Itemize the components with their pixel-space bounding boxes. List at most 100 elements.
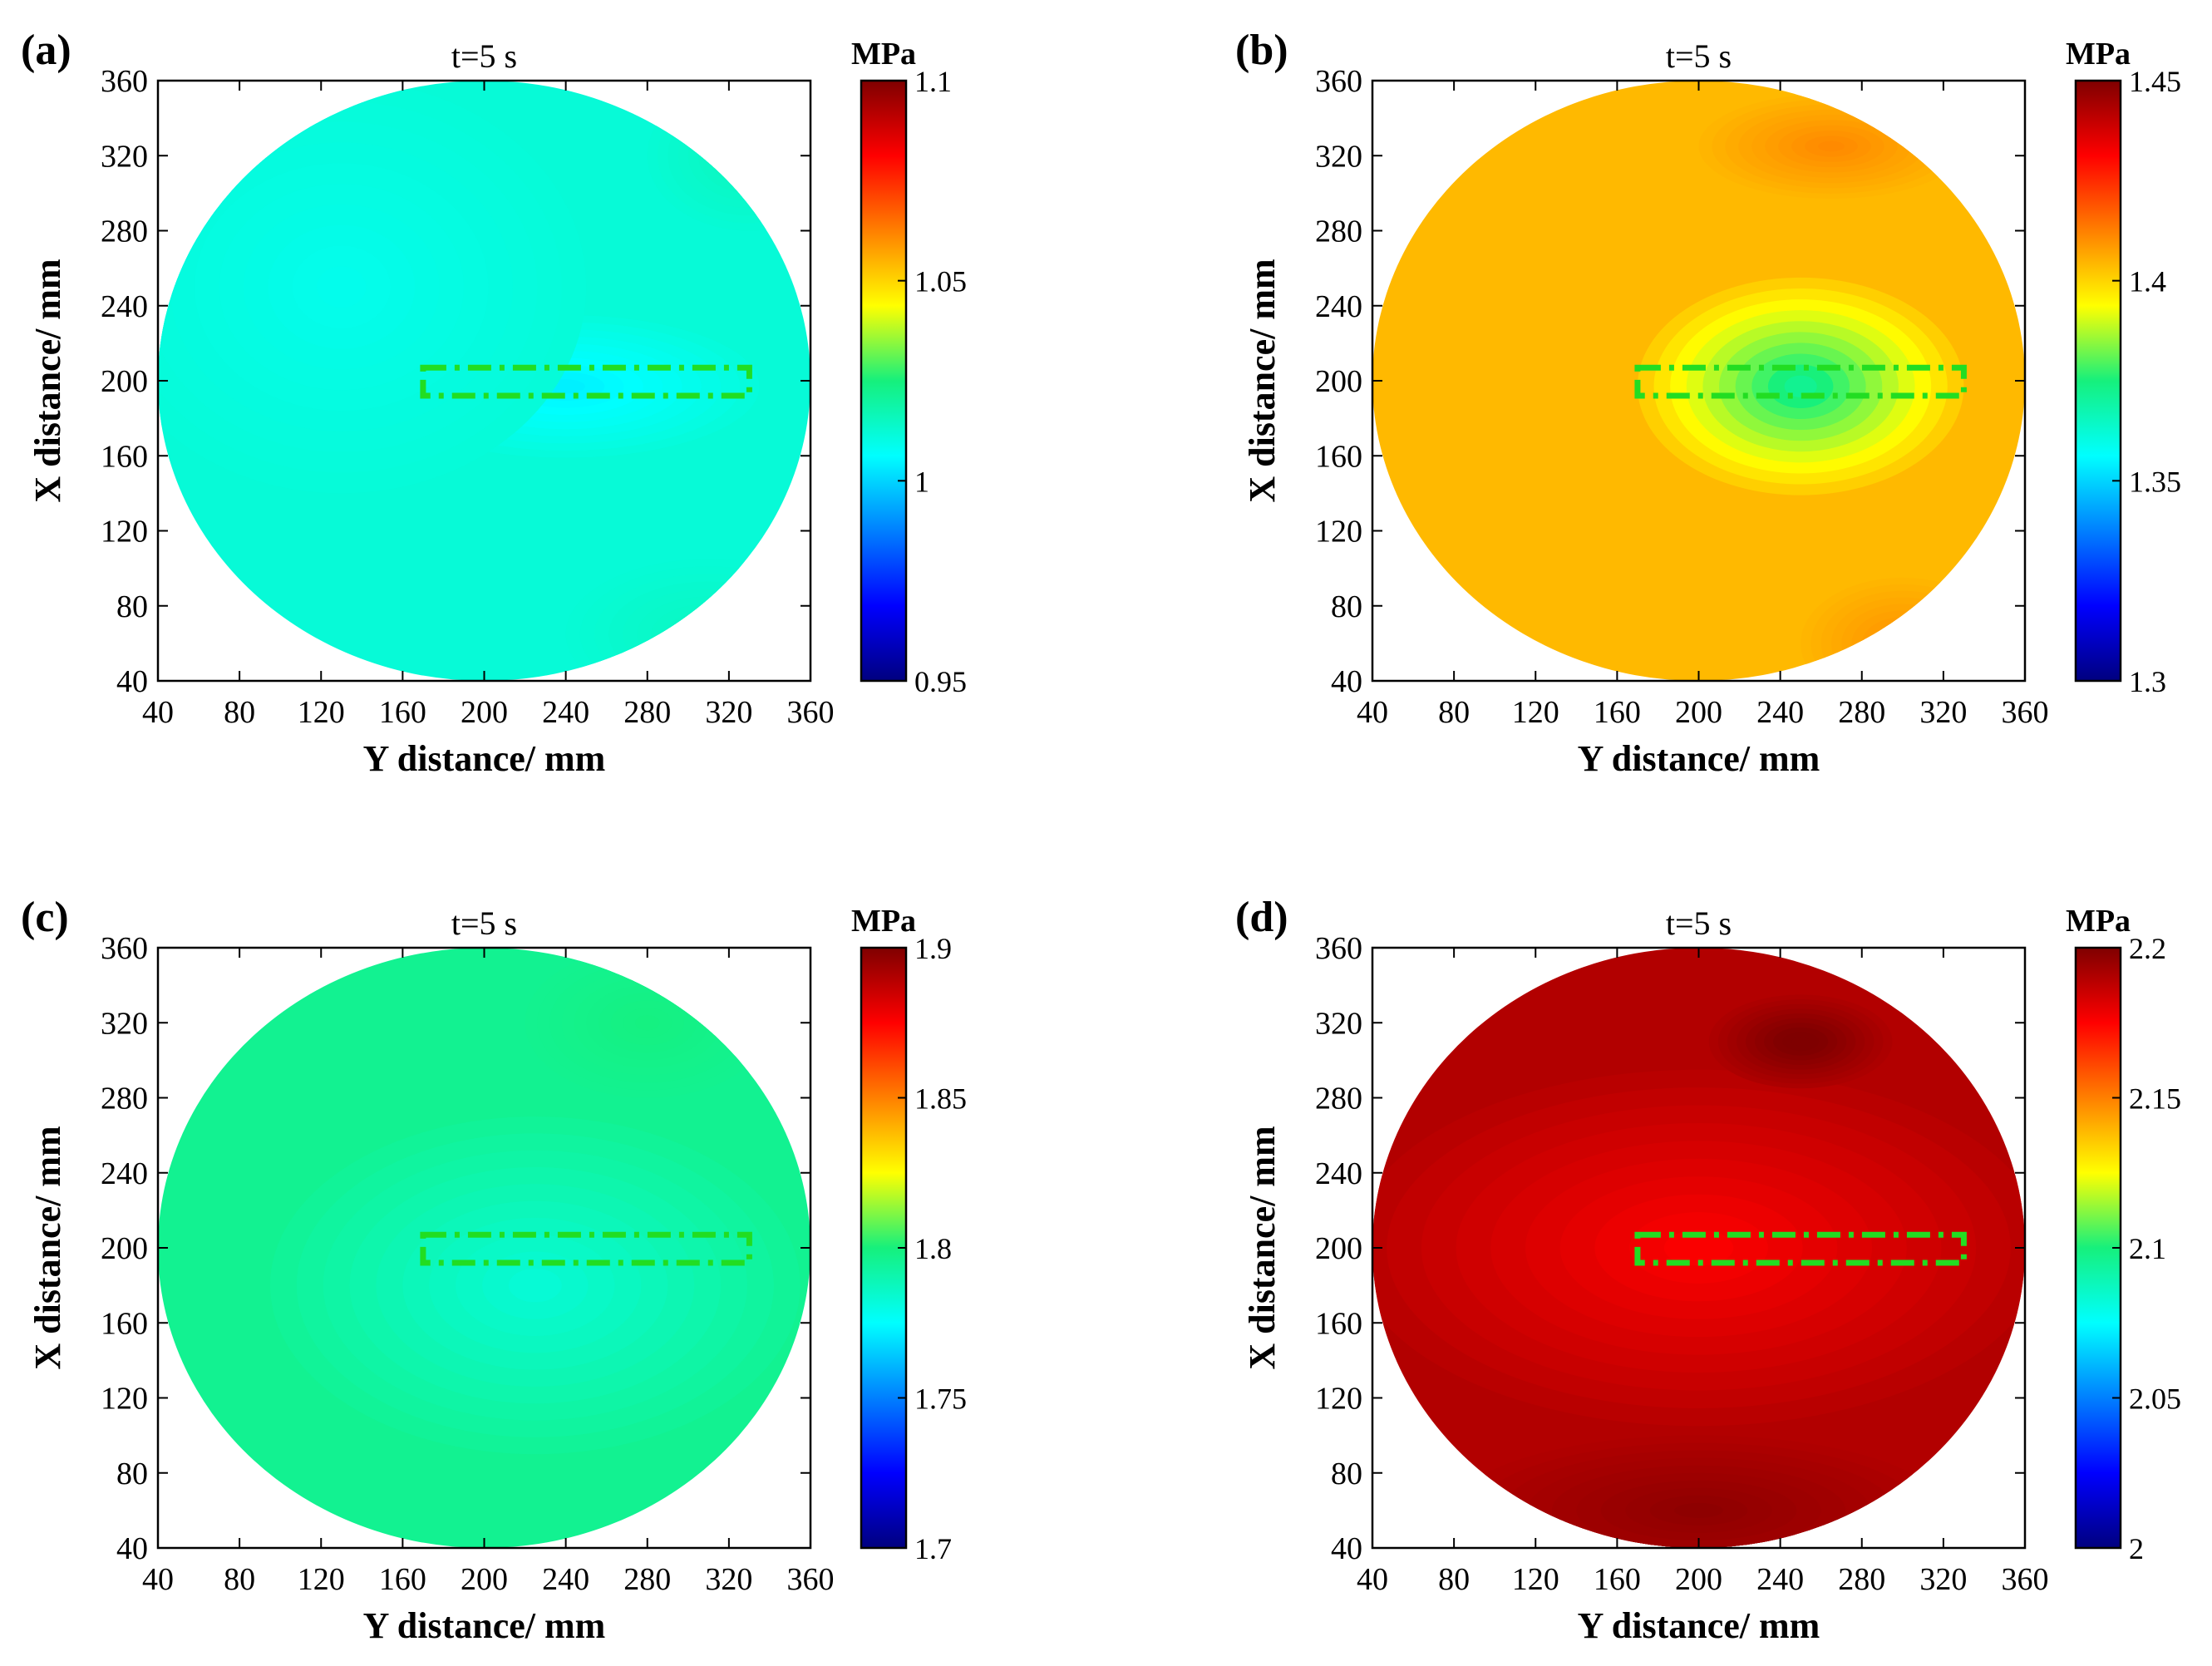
y-tick-label: 240: [101, 1156, 148, 1191]
dashed-box: [1634, 1231, 1967, 1266]
contour-max-2-band-9: [1892, 636, 1914, 650]
contour-max-2-band-9: [1791, 1037, 1810, 1047]
x-tick-label: 120: [298, 1562, 345, 1597]
y-tick-label: 200: [1315, 1231, 1362, 1266]
x-tick-label: 280: [1838, 1562, 1885, 1597]
y-tick-label: 120: [1315, 1382, 1362, 1417]
x-tick-label: 240: [542, 695, 589, 730]
y-tick-label: 280: [101, 1082, 148, 1116]
y-axis-label: X distance/ mm: [1242, 259, 1283, 502]
y-tick-label: 120: [1315, 515, 1362, 550]
stress-field: [1372, 948, 2025, 1548]
colorbar-tick-label: 1.85: [914, 1082, 967, 1116]
y-tick-label: 280: [1315, 1082, 1362, 1116]
x-tick-label: 320: [1919, 1562, 1967, 1597]
x-tick-label: 160: [379, 695, 426, 730]
x-tick-label: 200: [1675, 1562, 1722, 1597]
colorbar-tick-label: 2.1: [2129, 1232, 2166, 1265]
x-tick-label: 240: [1756, 695, 1804, 730]
contour-max-3-band-6: [651, 604, 766, 664]
x-tick-label: 360: [787, 1562, 835, 1597]
panel-c: 40 80 120 160 200 240 280 320 360 40 80 120 160 200 24…: [21, 894, 967, 1646]
x-tick-label: 200: [461, 695, 508, 730]
contour-max-2-band-7: [1872, 624, 1934, 663]
y-tick-label: 320: [101, 139, 148, 174]
y-axis-label: X distance/ mm: [1242, 1126, 1283, 1369]
y-tick-label: 40: [116, 664, 148, 699]
contour-max-2-band-6: [708, 126, 791, 186]
colorbar-tick-label: 1.35: [2129, 465, 2181, 498]
y-tick-label: 80: [116, 589, 148, 624]
y-tick-label: 160: [101, 1306, 148, 1341]
colorbar-tick-label: 2.15: [2129, 1082, 2181, 1116]
y-tick-label: 320: [101, 1006, 148, 1041]
y-tick-label: 160: [101, 439, 148, 474]
dashed-box: [1634, 364, 1967, 399]
panel-title: t=5 s: [451, 904, 517, 942]
y-tick-label: 360: [1315, 64, 1362, 99]
x-tick-label: 200: [1675, 695, 1722, 730]
x-tick-label: 80: [1438, 1562, 1470, 1597]
stress-field: [158, 948, 810, 1548]
y-tick-label: 80: [1331, 1457, 1362, 1491]
x-tick-label: 360: [2002, 1562, 2049, 1597]
x-tick-label: 80: [224, 695, 255, 730]
x-tick-label: 40: [142, 695, 174, 730]
y-tick-label: 160: [1315, 439, 1362, 474]
y-tick-label: 120: [101, 515, 148, 550]
contour-min-1-band-9: [317, 266, 367, 308]
panel-title: t=5 s: [451, 37, 517, 75]
contour-max-3-band-8: [680, 619, 737, 649]
y-tick-label: 200: [1315, 364, 1362, 399]
colorbar: [860, 79, 908, 683]
contour-max-2-band-9: [739, 148, 760, 164]
y-tick-label: 320: [1315, 1006, 1362, 1041]
y-tick-label: 40: [1331, 1531, 1362, 1566]
y-tick-label: 320: [1315, 139, 1362, 174]
y-axis-label: X distance/ mm: [27, 259, 68, 502]
x-tick-label: 160: [1594, 695, 1641, 730]
x-axis-label: Y distance/ mm: [363, 1605, 606, 1646]
x-axis-label: Y distance/ mm: [1578, 1605, 1820, 1646]
y-tick-label: 40: [1331, 664, 1362, 699]
colorbar-unit: MPa: [2066, 904, 2131, 939]
panel-d: 40 80 120 160 200 240 280 320 360 40 80 120 160 200 24…: [1235, 894, 2181, 1646]
x-tick-label: 280: [623, 1562, 671, 1597]
colorbar-unit: MPa: [851, 904, 916, 939]
colorbar-tick-label: 1.9: [914, 932, 952, 965]
dashed-box: [420, 1231, 752, 1266]
x-tick-label: 80: [224, 1562, 255, 1597]
colorbar-tick-label: 2.2: [2129, 932, 2166, 965]
contour-max-3-band-9: [694, 626, 723, 642]
x-tick-label: 160: [379, 1562, 426, 1597]
contour-min-0-band-9: [508, 1268, 562, 1303]
panel-title: t=5 s: [1666, 37, 1732, 75]
y-tick-label: 360: [101, 931, 148, 966]
panel-label: (a): [21, 27, 71, 74]
contour-max-1-band-9: [635, 1015, 660, 1031]
y-tick-label: 280: [101, 214, 148, 249]
y-tick-label: 240: [1315, 1156, 1362, 1191]
y-tick-label: 240: [1315, 289, 1362, 324]
panel-label: (d): [1235, 894, 1288, 941]
panel-title: t=5 s: [1666, 904, 1732, 942]
colorbar-tick-label: 0.95: [914, 665, 967, 698]
colorbar-tick-label: 1.1: [914, 65, 952, 98]
contour-max-2-band-4: [687, 111, 810, 201]
contour-max-3-band-7: [665, 611, 751, 657]
y-tick-label: 200: [101, 1231, 148, 1266]
x-tick-label: 40: [142, 1562, 174, 1597]
panel-label: (c): [21, 894, 69, 941]
colorbar-tick-label: 1.4: [2129, 265, 2166, 298]
x-tick-label: 80: [1438, 695, 1470, 730]
contour-min-0-band-9: [1784, 375, 1817, 397]
x-tick-label: 120: [298, 695, 345, 730]
contour-max-2-band-7: [718, 133, 781, 179]
panel-b: 40 80 120 160 200 240 280 320 360 40 80 120 160 200 24…: [1235, 27, 2181, 779]
y-tick-label: 360: [101, 64, 148, 99]
x-tick-label: 40: [1357, 695, 1388, 730]
contour-max-2-band-8: [728, 140, 770, 171]
y-tick-label: 160: [1315, 1306, 1362, 1341]
x-tick-label: 320: [705, 695, 752, 730]
